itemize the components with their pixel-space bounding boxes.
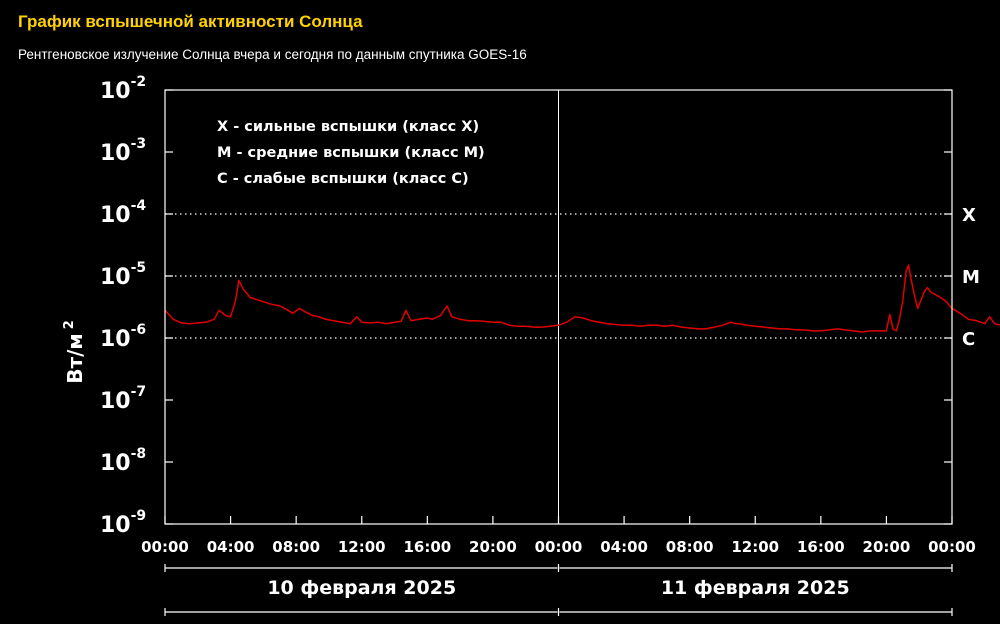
y-tick-label-exponent: -9 — [131, 508, 147, 524]
x-tick-label: 08:00 — [272, 538, 320, 556]
y-axis-label-exponent: 2 — [62, 320, 77, 329]
class-label-x: X — [962, 205, 976, 226]
y-tick-label: 10-2 — [100, 74, 146, 104]
day-label: 11 февраля 2025 — [661, 577, 850, 599]
grid-layer — [165, 90, 952, 524]
x-tick-label: 00:00 — [141, 538, 189, 556]
x-tick-label: 16:00 — [797, 538, 845, 556]
x-tick-label: 08:00 — [666, 538, 714, 556]
x-tick-label: 04:00 — [600, 538, 648, 556]
y-tick-label-exponent: -6 — [131, 322, 147, 338]
y-tick-label: 10-7 — [100, 384, 146, 414]
frame-layer — [164, 89, 953, 616]
legend-item: M - средние вспышки (класс M) — [217, 145, 485, 161]
series-layer — [164, 264, 1000, 333]
y-tick-label: 10-8 — [100, 446, 146, 476]
y-tick-label-exponent: -4 — [131, 198, 147, 214]
class-label-c: C — [962, 329, 975, 350]
class-label-m: M — [962, 267, 980, 288]
day-label: 10 февраля 2025 — [267, 577, 456, 599]
y-tick-label-exponent: -3 — [131, 136, 147, 152]
legend-item: C - слабые вспышки (класс C) — [217, 171, 469, 187]
y-tick-label: 10-5 — [100, 260, 146, 290]
page-title: График вспышечной активности Солнца — [18, 12, 363, 31]
y-tick-label-base: 10 — [100, 389, 131, 414]
page-subtitle: Рентгеновское излучение Солнца вчера и с… — [18, 47, 527, 62]
x-tick-label: 16:00 — [403, 538, 451, 556]
y-tick-label: 10-4 — [100, 198, 146, 228]
y-tick-label-base: 10 — [100, 327, 131, 352]
y-tick-label-base: 10 — [100, 265, 131, 290]
y-tick-label: 10-9 — [100, 508, 146, 538]
x-tick-label: 00:00 — [535, 538, 583, 556]
x-tick-label: 00:00 — [928, 538, 976, 556]
series-line-0 — [164, 264, 1000, 333]
legend-layer: X - сильные вспышки (класс X) M - средние… — [217, 119, 485, 187]
y-tick-label-exponent: -5 — [131, 260, 147, 276]
x-tick-label: 12:00 — [731, 538, 779, 556]
y-tick-label-base: 10 — [100, 203, 131, 228]
x-tick-label: 12:00 — [338, 538, 386, 556]
label-layer: XMC10-210-310-410-510-610-710-810-900:00… — [62, 74, 980, 599]
y-tick-label-base: 10 — [100, 141, 131, 166]
legend-item: X - сильные вспышки (класс X) — [217, 119, 479, 135]
y-axis-label: Вт/м 2 — [62, 320, 87, 384]
y-tick-label-base: 10 — [100, 451, 131, 476]
x-tick-label: 20:00 — [469, 538, 517, 556]
y-tick-label-exponent: -2 — [131, 74, 147, 90]
x-tick-label: 04:00 — [207, 538, 255, 556]
y-tick-label-exponent: -8 — [131, 446, 147, 462]
y-tick-label-exponent: -7 — [131, 384, 147, 400]
y-tick-label: 10-6 — [100, 322, 146, 352]
x-tick-label: 20:00 — [863, 538, 911, 556]
y-tick-label-base: 10 — [100, 79, 131, 104]
y-axis-label-unit: Вт/м — [63, 333, 87, 384]
y-tick-label-base: 10 — [100, 513, 131, 538]
y-tick-label: 10-3 — [100, 136, 146, 166]
